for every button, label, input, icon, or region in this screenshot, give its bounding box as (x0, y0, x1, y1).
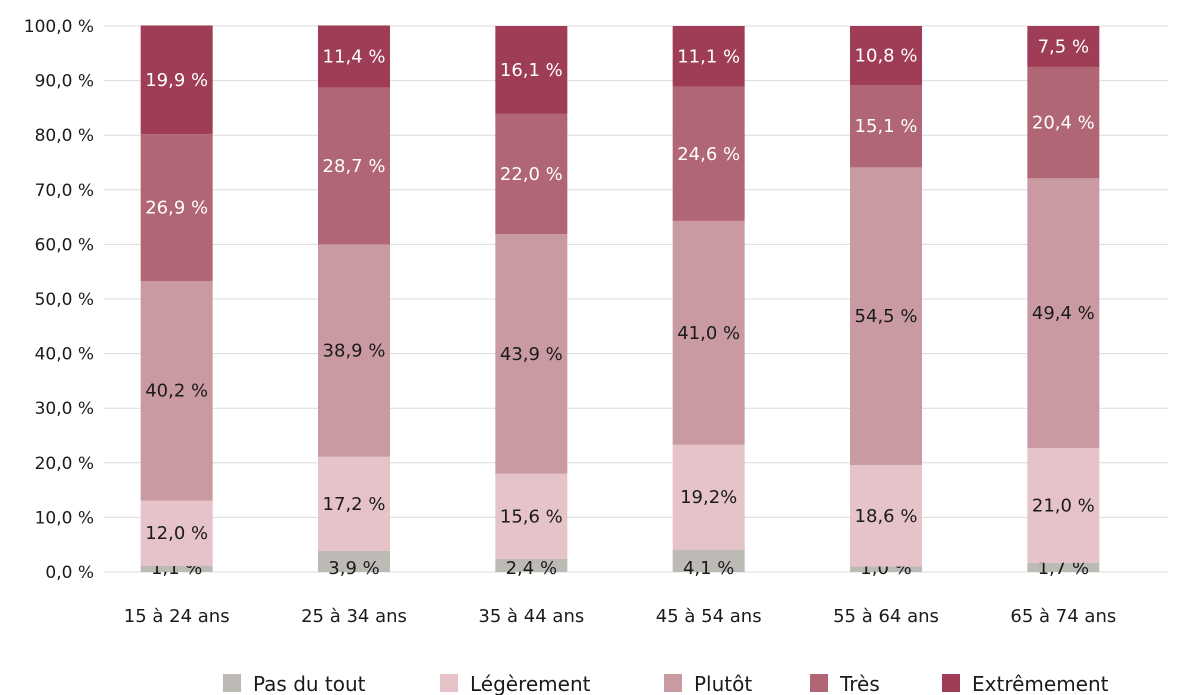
bar-segment (495, 473, 568, 559)
y-tick-label: 40,0 % (35, 345, 94, 365)
data-label: 17,2 % (323, 494, 386, 515)
data-label: 12,0 % (145, 523, 208, 544)
data-label: 49,4 % (1032, 303, 1095, 324)
x-tick-label: 65 à 74 ans (1010, 606, 1116, 627)
bar-segment (1027, 26, 1100, 67)
bar-segment (1027, 66, 1100, 179)
bar-segment (495, 234, 568, 474)
data-label: 21,0 % (1032, 495, 1095, 516)
bar-segment (850, 26, 922, 85)
legend-label: Plutôt (694, 672, 752, 695)
data-label: 19,2% (680, 487, 737, 508)
data-label: 26,9 % (145, 198, 208, 219)
bar-segment (140, 565, 213, 572)
y-tick-label: 80,0 % (35, 126, 94, 146)
data-label: 7,5 % (1038, 36, 1089, 57)
bar-segment (850, 566, 922, 572)
x-tick-label: 45 à 54 ans (656, 606, 762, 627)
bar-segment (495, 113, 568, 235)
bar-segment (850, 84, 922, 168)
data-label: 43,9 % (500, 344, 563, 365)
bar-segment (1027, 448, 1100, 563)
x-tick-label: 25 à 34 ans (301, 606, 407, 627)
bar-segment (672, 444, 745, 550)
y-tick-label: 90,0 % (35, 72, 94, 92)
legend-swatch (223, 674, 241, 692)
data-label: 3,9 % (328, 558, 379, 579)
bar-segment (672, 26, 745, 87)
legend-swatch (942, 674, 960, 692)
data-label: 10,8 % (855, 45, 918, 66)
bars: 1,1 %12,0 %40,2 %26,9 %19,9 %3,9 %17,2 %… (140, 25, 1100, 579)
gridlines (104, 25, 1168, 573)
bar-segment (1027, 178, 1100, 449)
y-tick-label: 30,0 % (35, 399, 94, 419)
bar-segment (495, 558, 568, 572)
data-label: 18,6 % (855, 506, 918, 527)
legend: Pas du tout Légèrement Plutôt Très Extrêmeme… (223, 672, 1109, 695)
bar-segment (318, 456, 390, 551)
bar-segment (318, 87, 390, 245)
legend-swatch (810, 674, 828, 692)
data-label: 15,1 % (855, 116, 918, 137)
bar-segment (672, 86, 745, 221)
x-tick-label: 35 à 44 ans (478, 606, 584, 627)
legend-label: Légèrement (470, 672, 591, 695)
y-tick-label: 0,0 % (45, 563, 94, 583)
legend-label: Pas du tout (253, 672, 366, 695)
legend-label: Très (839, 672, 880, 695)
data-label: 54,5 % (855, 306, 918, 327)
y-tick-label: 50,0 % (35, 290, 94, 310)
bar-segment (495, 26, 568, 114)
data-label: 11,1 % (677, 46, 740, 67)
bar-segment (672, 220, 745, 445)
data-label: 15,6 % (500, 506, 563, 527)
data-label: 1,7 % (1038, 558, 1089, 579)
bar-segment (140, 25, 213, 135)
bar-segment (318, 550, 390, 572)
data-label: 16,1 % (500, 60, 563, 81)
bar-segment (850, 464, 922, 567)
bar-segment (672, 549, 745, 572)
data-label: 11,4 % (323, 47, 386, 68)
data-label: 19,9 % (145, 70, 208, 91)
data-label: 41,0 % (677, 323, 740, 344)
y-tick-label: 100,0 % (24, 17, 94, 37)
data-label: 4,1 % (683, 558, 734, 579)
data-label: 28,7 % (323, 156, 386, 177)
x-tick-label: 15 à 24 ans (124, 606, 230, 627)
data-label: 2,4 % (506, 558, 557, 579)
data-label: 20,4 % (1032, 113, 1095, 134)
y-tick-label: 70,0 % (35, 181, 94, 201)
data-label: 38,9 % (323, 341, 386, 362)
x-axis-ticks: 15 à 24 ans 25 à 34 ans 35 à 44 ans 45 à 54… (124, 606, 1116, 627)
bar-segment (140, 280, 213, 501)
bar-segment (850, 167, 922, 465)
bar-segment (140, 500, 213, 566)
y-tick-label: 10,0 % (35, 508, 94, 528)
legend-label: Extrêmement (972, 672, 1109, 695)
data-label: 40,2 % (145, 381, 208, 402)
data-label: 24,6 % (677, 144, 740, 165)
legend-swatch (440, 674, 458, 692)
bar-segment (318, 25, 390, 88)
bar-segment (318, 244, 390, 457)
bar-segment (1027, 562, 1100, 572)
y-axis-ticks: 0,0 % 10,0 % 20,0 % 30,0 % 40,0 % 50,0 % 60,0 … (24, 17, 94, 583)
data-label: 22,0 % (500, 164, 563, 185)
y-tick-label: 60,0 % (35, 235, 94, 255)
bar-segment (140, 134, 213, 281)
legend-swatch (664, 674, 682, 692)
y-tick-label: 20,0 % (35, 454, 94, 474)
x-tick-label: 55 à 64 ans (833, 606, 939, 627)
